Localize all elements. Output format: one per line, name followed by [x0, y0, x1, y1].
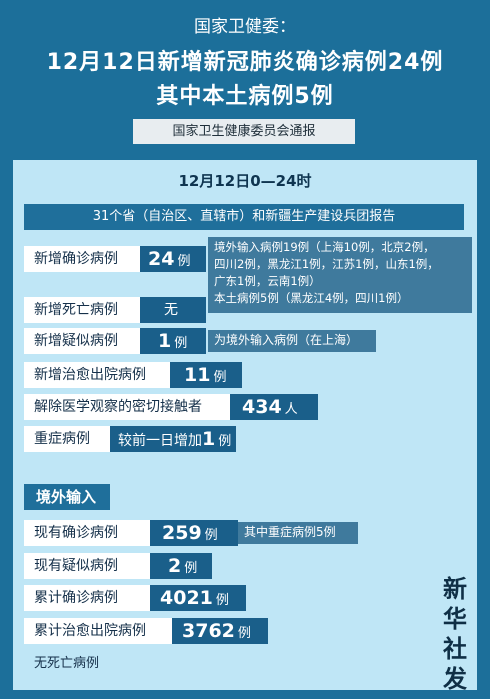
- current-confirmed-number: 259: [162, 522, 202, 544]
- agency-label: 国家卫健委：: [194, 17, 296, 37]
- severe-label: 重症病例: [24, 426, 110, 452]
- cumulative-recovered-number: 3762: [182, 620, 235, 642]
- new-confirmed-number: 24: [148, 248, 175, 270]
- new-confirmed-note-line1: 境外输入病例19例（上海10例，北京2例，: [214, 240, 435, 254]
- new-suspected-unit: 例: [174, 336, 188, 351]
- page-title-line1: 12月12日新增新冠肺炎确诊病例24例: [46, 50, 444, 75]
- new-recovered-unit: 例: [213, 370, 227, 385]
- released-contacts-unit: 人: [284, 402, 298, 417]
- page-title-line2: 其中本土病例5例: [156, 84, 334, 109]
- new-recovered-value: 11 例: [170, 362, 242, 388]
- current-confirmed-note: 其中重症病例5例: [238, 522, 358, 544]
- new-confirmed-note-line3: 广东1例，云南1例）: [214, 274, 321, 288]
- report-subheading: 31个省（自治区、直辖市）和新疆生产建设兵团报告: [24, 204, 464, 230]
- cumulative-confirmed-unit: 例: [215, 593, 229, 608]
- severe-value: 较前一日增加1 例: [110, 426, 236, 452]
- cumulative-confirmed-number: 4021: [160, 587, 213, 609]
- xinhua-stamp: 新 华 社 发: [440, 574, 470, 694]
- severe-number: 1: [202, 428, 216, 450]
- new-recovered-label: 新增治愈出院病例: [24, 362, 170, 388]
- new-suspected-note: 为境外输入病例（在上海）: [208, 330, 376, 352]
- current-confirmed-unit: 例: [204, 528, 218, 543]
- new-suspected-number: 1: [158, 330, 172, 352]
- stamp-char-4: 发: [443, 665, 467, 693]
- new-confirmed-label: 新增确诊病例: [24, 246, 140, 272]
- released-contacts-number: 434: [242, 396, 282, 418]
- cumulative-recovered-unit: 例: [237, 626, 251, 641]
- stamp-char-3: 社: [443, 635, 467, 663]
- no-deaths-note: 无死亡病例: [34, 656, 100, 671]
- date-range: 12月12日0—24时: [178, 172, 312, 190]
- severe-unit: 例: [218, 434, 232, 449]
- new-confirmed-value: 24 例: [140, 246, 206, 272]
- released-contacts-value: 434 人: [230, 394, 318, 420]
- new-deaths-value: 无: [140, 297, 206, 323]
- new-suspected-label: 新增疑似病例: [24, 328, 140, 354]
- source-label: 国家卫生健康委员会通报: [133, 119, 355, 144]
- cumulative-confirmed-value: 4021 例: [150, 585, 246, 611]
- new-confirmed-unit: 例: [177, 254, 191, 269]
- current-suspected-label: 现有疑似病例: [24, 553, 150, 579]
- imported-section-title: 境外输入: [24, 484, 110, 510]
- stamp-char-1: 新: [443, 575, 467, 603]
- new-confirmed-note: 境外输入病例19例（上海10例，北京2例， 四川2例，黑龙江1例，江苏1例，山东…: [208, 237, 472, 313]
- cumulative-confirmed-label: 累计确诊病例: [24, 585, 150, 611]
- current-suspected-unit: 例: [184, 561, 198, 576]
- new-confirmed-note-line4: 本土病例5例（黑龙江4例，四川1例）: [214, 291, 409, 305]
- severe-prefix: 较前一日增加: [118, 433, 202, 449]
- current-confirmed-label: 现有确诊病例: [24, 520, 150, 546]
- new-deaths-label: 新增死亡病例: [24, 297, 140, 323]
- new-recovered-number: 11: [184, 364, 211, 386]
- new-confirmed-note-line2: 四川2例，黑龙江1例，江苏1例，山东1例，: [214, 257, 439, 271]
- released-contacts-label: 解除医学观察的密切接触者: [24, 394, 230, 420]
- cumulative-recovered-label: 累计治愈出院病例: [24, 618, 172, 644]
- current-suspected-number: 2: [168, 555, 182, 577]
- stamp-char-2: 华: [443, 605, 467, 633]
- current-confirmed-value: 259 例: [150, 520, 238, 546]
- cumulative-recovered-value: 3762 例: [172, 618, 268, 644]
